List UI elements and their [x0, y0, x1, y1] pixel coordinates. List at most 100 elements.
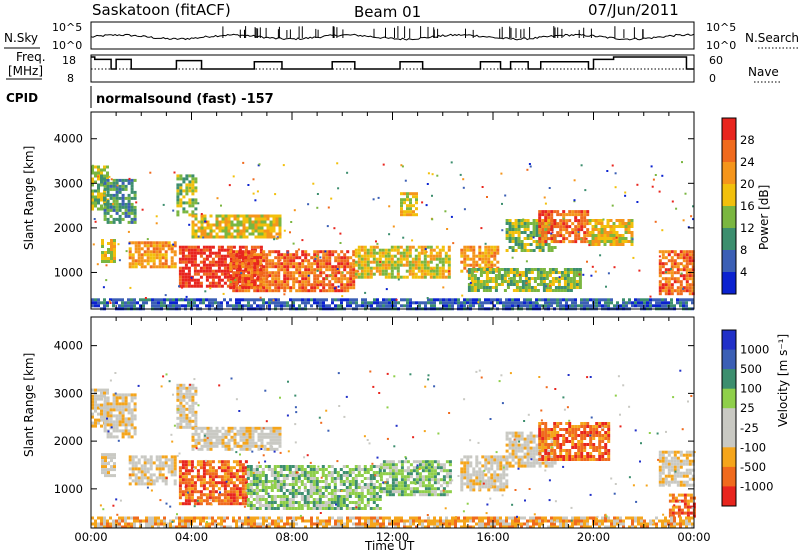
echo-cell	[209, 447, 213, 451]
echo-cell	[684, 192, 687, 195]
echo-cell	[113, 242, 116, 245]
echo-cell	[260, 432, 264, 436]
echo-cell	[532, 240, 536, 243]
echo-cell	[133, 178, 137, 182]
echo-cell	[118, 187, 122, 191]
echo-cell	[137, 241, 141, 245]
echo-cell	[101, 453, 104, 457]
echo-cell	[346, 259, 350, 263]
echo-cell	[533, 268, 537, 271]
echo-cell	[250, 265, 254, 269]
echo-cell	[203, 229, 207, 233]
noise-panel: 10^5 10^0 10^5 10^0	[52, 21, 736, 52]
echo-cell	[342, 480, 346, 483]
echo-cell	[600, 219, 604, 222]
echo-cell	[670, 301, 673, 305]
echo-cell	[473, 289, 477, 292]
echo-cell	[106, 405, 110, 409]
echo-cell	[569, 280, 573, 283]
echo-cell	[357, 257, 361, 261]
echo-cell	[223, 248, 227, 252]
echo-cell	[485, 277, 489, 280]
echo-cell	[363, 507, 367, 510]
echo-cell	[221, 220, 225, 224]
echo-cell	[223, 257, 227, 261]
echo-cell	[530, 268, 534, 271]
echo-cell	[315, 507, 319, 510]
echo-cell	[97, 201, 100, 205]
echo-cell	[128, 256, 132, 260]
echo-cell	[107, 248, 110, 251]
echo-cell	[109, 298, 112, 302]
echo-cell	[289, 277, 293, 281]
echo-cell	[673, 265, 677, 269]
echo-cell	[476, 289, 480, 292]
echo-cell	[140, 262, 144, 266]
echo-cell	[417, 251, 421, 255]
echo-cell	[259, 248, 263, 252]
echo-cell	[164, 294, 167, 297]
echo-cell	[253, 259, 257, 263]
echo-cell	[511, 231, 515, 234]
echo-cell	[194, 177, 198, 181]
echo-cell	[521, 280, 525, 283]
echo-cell	[594, 219, 598, 222]
echo-cell	[286, 280, 290, 284]
echo-cell	[104, 260, 107, 263]
echo-cell	[250, 262, 254, 266]
echo-cell	[208, 266, 212, 270]
echo-cell	[451, 298, 454, 302]
echo-cell	[550, 246, 554, 249]
echo-cell	[527, 289, 531, 292]
echo-cell	[181, 475, 185, 479]
echo-cell	[541, 210, 545, 214]
echo-cell	[124, 420, 128, 424]
echo-cell	[94, 195, 97, 199]
echo-cell	[107, 257, 110, 260]
echo-cell	[676, 301, 679, 305]
echo-cell	[194, 232, 198, 236]
echo-cell	[91, 192, 94, 196]
echo-cell	[269, 435, 273, 439]
echo-cell	[215, 429, 219, 433]
echo-cell	[274, 256, 278, 260]
echo-cell	[372, 257, 376, 261]
echo-cell	[553, 301, 556, 305]
echo-cell	[667, 286, 671, 290]
echo-cell	[190, 487, 194, 491]
echo-cell	[319, 259, 323, 263]
echo-cell	[652, 298, 655, 302]
echo-cell	[193, 269, 197, 273]
echo-cell	[227, 444, 231, 448]
echo-cell	[131, 473, 135, 477]
echo-cell	[166, 298, 169, 302]
echo-cell	[170, 464, 174, 468]
echo-cell	[229, 478, 233, 482]
echo-cell	[652, 178, 655, 181]
echo-cell	[133, 405, 137, 409]
echo-cell	[566, 289, 570, 292]
echo-cell	[414, 266, 418, 270]
echo-cell	[265, 280, 269, 284]
echo-cell	[206, 223, 210, 227]
echo-cell	[182, 386, 186, 390]
echo-cell	[270, 501, 274, 504]
echo-cell	[511, 298, 514, 302]
echo-cell	[127, 181, 131, 185]
echo-cell	[206, 447, 210, 451]
echo-cell	[346, 304, 349, 308]
echo-cell	[562, 217, 565, 220]
echo-cell	[263, 435, 267, 439]
echo-cell	[393, 245, 397, 249]
echo-cell	[257, 220, 261, 224]
echo-cell	[691, 268, 695, 272]
echo-cell	[283, 259, 287, 263]
echo-cell	[333, 287, 336, 290]
echo-cell	[223, 298, 226, 302]
echo-cell	[517, 240, 521, 243]
echo-cell	[547, 304, 550, 308]
echo-cell	[334, 277, 338, 281]
echo-cell	[115, 393, 119, 397]
echo-cell	[415, 301, 418, 305]
echo-cell	[426, 254, 430, 258]
